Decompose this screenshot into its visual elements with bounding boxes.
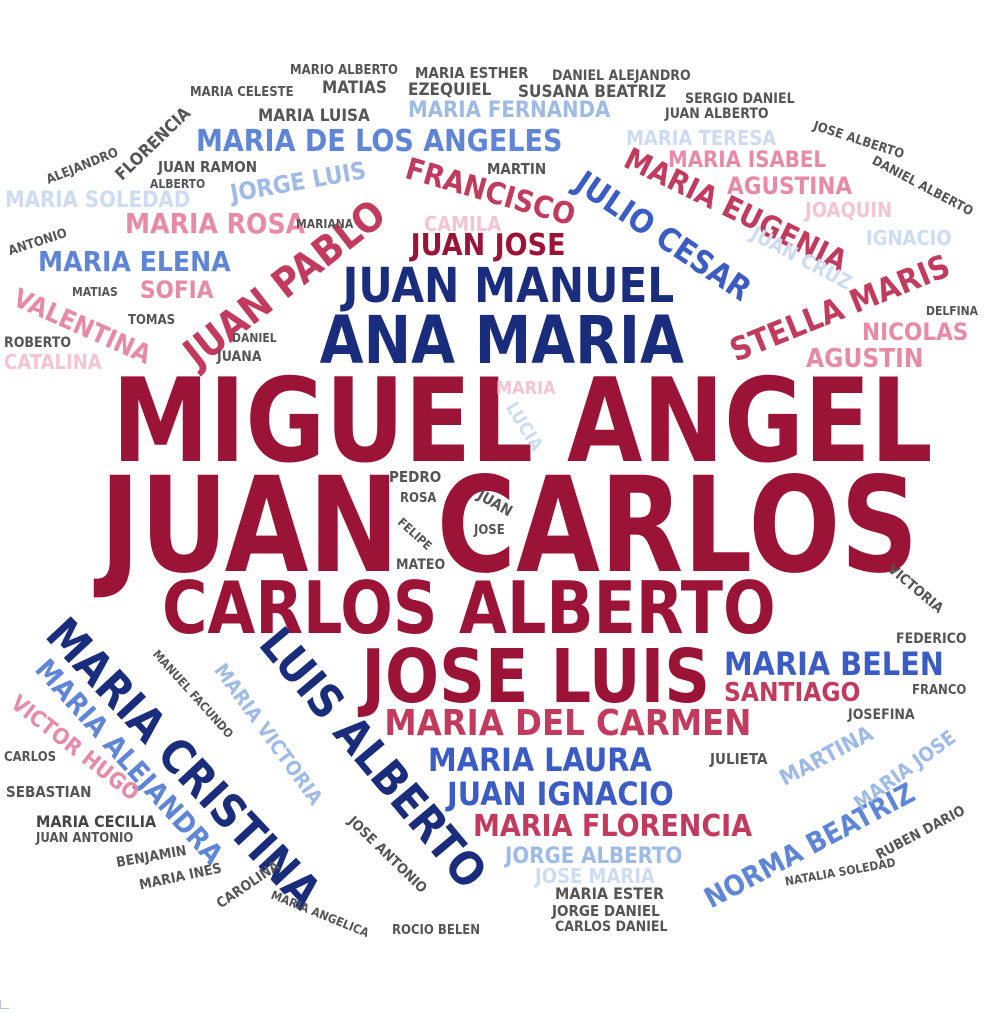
word-agustin: AGUSTIN <box>806 344 924 374</box>
word-jose-small: JOSE <box>474 523 505 538</box>
word-matias-left: MATIAS <box>72 285 118 299</box>
word-rosa: ROSA <box>400 491 437 506</box>
word-mariana: MARIANA <box>296 217 354 231</box>
word-ignacio: IGNACIO <box>866 226 952 250</box>
word-maria-fernanda: MARIA FERNANDA <box>408 98 611 123</box>
word-maria-celeste: MARIA CELESTE <box>190 85 294 100</box>
word-tomas: TOMAS <box>128 313 176 328</box>
word-matias-top: MATIAS <box>322 78 387 98</box>
word-maria-soledad: MARIA SOLEDAD <box>5 188 191 213</box>
word-jose-luis: JOSE LUIS <box>361 634 711 720</box>
word-sebastian: SEBASTIAN <box>6 783 92 801</box>
word-maria-rosa: MARIA ROSA <box>125 207 306 240</box>
word-julieta: JULIETA <box>710 750 768 768</box>
word-miguel-angel: MIGUEL ANGEL <box>112 354 933 489</box>
word-jorge-daniel: JORGE DANIEL <box>552 902 660 920</box>
word-catalina: CATALINA <box>4 350 102 374</box>
word-maria-laura: MARIA LAURA <box>428 741 652 779</box>
word-martin: MARTIN <box>487 160 547 178</box>
word-maria-cecilia: MARIA CECILIA <box>36 812 157 831</box>
word-joaquin: JOAQUIN <box>805 198 893 222</box>
word-juana: JUANA <box>217 349 262 365</box>
word-maria-angelica: MARIA ANGELICA <box>268 887 372 941</box>
word-alejandro: ALEJANDRO <box>44 145 121 188</box>
word-delfina: DELFINA <box>926 304 979 318</box>
corner-marker <box>0 1000 9 1009</box>
word-juan-antonio: JUAN ANTONIO <box>36 831 134 846</box>
word-susana-beatriz: SUSANA BEATRIZ <box>518 82 667 102</box>
word-franco: FRANCO <box>912 683 967 698</box>
word-carlos-small: CARLOS <box>4 750 57 765</box>
word-maria-ines: MARIA INES <box>137 860 224 894</box>
word-roberto: ROBERTO <box>4 335 72 351</box>
word-ezequiel: EZEQUIEL <box>408 80 492 100</box>
word-martina: MARTINA <box>775 721 878 792</box>
word-nicolas: NICOLAS <box>862 318 969 346</box>
word-maria-isabel: MARIA ISABEL <box>668 148 827 173</box>
word-mateo: MATEO <box>396 557 446 573</box>
word-juan-manuel: JUAN MANUEL <box>342 258 675 314</box>
word-pedro: PEDRO <box>389 468 442 486</box>
word-juan-ramon: JUAN RAMON <box>158 158 258 176</box>
word-rocio-belen: ROCIO BELEN <box>392 923 481 938</box>
word-federico: FEDERICO <box>896 631 967 647</box>
word-mario-alberto: MARIO ALBERTO <box>290 63 398 78</box>
word-carlos-daniel: CARLOS DANIEL <box>555 919 668 935</box>
word-jorge-alberto: JORGE ALBERTO <box>505 844 683 869</box>
word-maria-florencia: MARIA FLORENCIA <box>473 809 753 844</box>
word-maria-teresa: MARIA TERESA <box>626 126 777 150</box>
word-maria-elena: MARIA ELENA <box>38 245 231 278</box>
word-juan-ignacio: JUAN IGNACIO <box>447 775 674 813</box>
word-maria: MARIA <box>496 378 556 399</box>
word-daniel: DANIEL <box>232 331 277 345</box>
word-juan-alberto: JUAN ALBERTO <box>665 106 769 122</box>
word-ana-maria: ANA MARIA <box>319 302 684 379</box>
word-maria-luisa: MARIA LUISA <box>258 106 370 126</box>
word-santiago: SANTIAGO <box>724 678 861 708</box>
word-maria-ester: MARIA ESTER <box>555 884 665 903</box>
word-carlos-alberto: CARLOS ALBERTO <box>161 566 776 650</box>
word-juan-jose: JUAN JOSE <box>410 228 566 263</box>
word-maria-belen: MARIA BELEN <box>724 645 944 683</box>
word-daniel-alejandro: DANIEL ALEJANDRO <box>552 68 691 84</box>
word-josefina: JOSEFINA <box>848 707 915 723</box>
word-sofia: SOFIA <box>140 276 214 304</box>
word-jose-maria: JOSE MARIA <box>535 864 655 888</box>
word-juan-carlos: JUAN CARLOS <box>99 449 919 603</box>
word-maria-del-carmen: MARIA DEL CARMEN <box>384 703 752 744</box>
word-maria-de-los-angeles: MARIA DE LOS ANGELES <box>196 124 563 159</box>
word-agustina: AGUSTINA <box>727 172 853 200</box>
word-alberto: ALBERTO <box>150 177 206 191</box>
word-maria-esther: MARIA ESTHER <box>415 64 529 82</box>
word-camila: CAMILA <box>424 212 502 236</box>
word-benjamin: BENJAMIN <box>115 842 188 872</box>
word-sergio-daniel: SERGIO DANIEL <box>685 91 795 107</box>
